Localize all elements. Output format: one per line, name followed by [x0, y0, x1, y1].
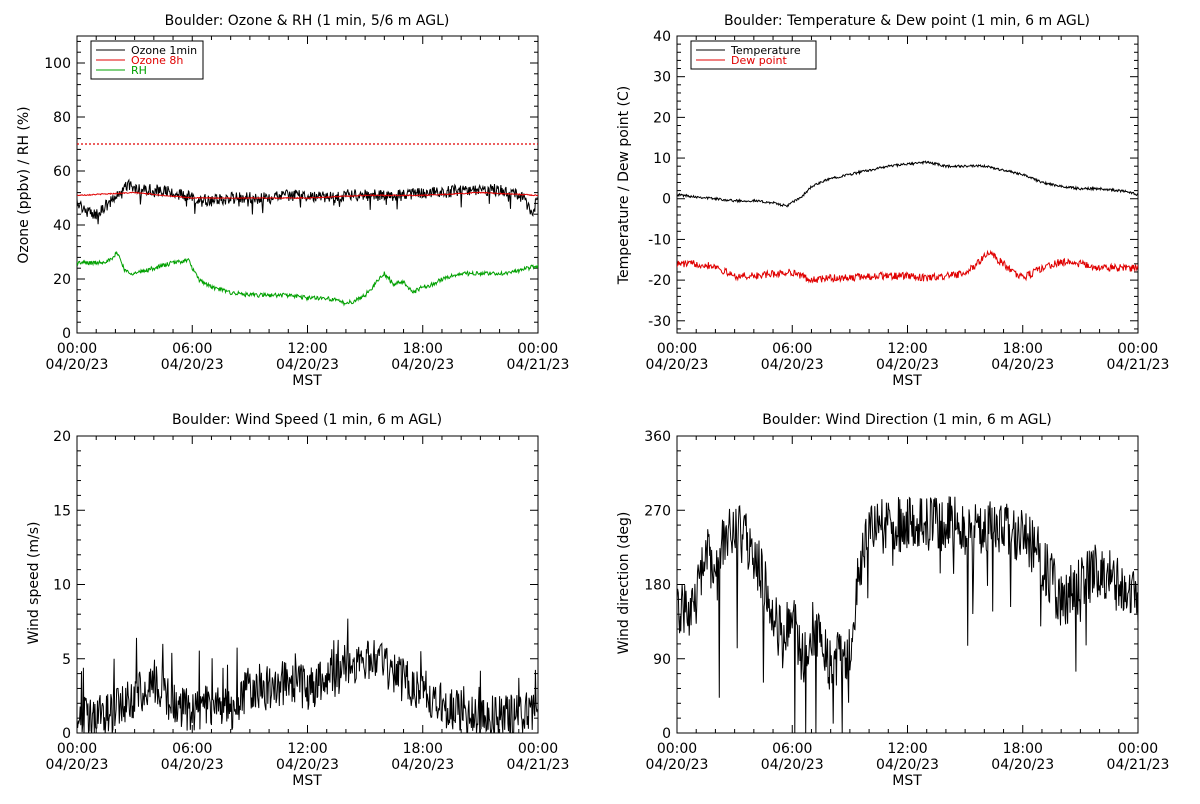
- temperature-dewpoint-x-tick-time: 18:00: [1003, 341, 1043, 357]
- ozone-rh-y-tick-label: 20: [53, 272, 71, 288]
- ozone-rh-legend-label: Ozone 8h: [131, 54, 183, 67]
- ozone-rh-y-tick-label: 0: [62, 326, 71, 342]
- wind-speed-y-axis-label: Wind speed (m/s): [26, 522, 42, 645]
- wind-speed-x-tick-time: 18:00: [403, 741, 443, 757]
- ozone-rh-x-axis-label: MST: [292, 373, 322, 389]
- wind-direction-panel: Boulder: Wind Direction (1 min, 6 m AGL)…: [616, 412, 1169, 789]
- temperature-dewpoint-legend-label: Dew point: [731, 54, 787, 67]
- wind-direction-x-tick-time: 06:00: [772, 741, 812, 757]
- wind-direction-y-tick-label: 270: [644, 503, 671, 519]
- wind-speed-x-tick-time: 00:00: [57, 741, 97, 757]
- temperature-dewpoint-y-tick-label: -10: [648, 232, 671, 248]
- wind-speed-y-tick-label: 10: [53, 578, 71, 594]
- temperature-dewpoint-y-tick-label: -20: [648, 273, 671, 289]
- wind-direction-x-tick-time: 00:00: [657, 741, 697, 757]
- wind-direction-x-tick-time: 00:00: [1118, 741, 1158, 757]
- temperature-dewpoint-x-tick-date: 04/20/23: [646, 357, 709, 373]
- ozone-rh-y-axis-label: Ozone (ppbv) / RH (%): [16, 106, 32, 263]
- wind-direction-x-tick-time: 12:00: [887, 741, 927, 757]
- wind-speed-x-tick-time: 12:00: [287, 741, 327, 757]
- temperature-dewpoint-x-tick-time: 00:00: [1118, 341, 1158, 357]
- ozone-rh-series-rh: [77, 250, 538, 307]
- ozone-rh-x-tick-time: 00:00: [518, 341, 558, 357]
- wind-speed-y-tick-label: 0: [62, 726, 71, 742]
- ozone-rh-x-tick-date: 04/20/23: [391, 357, 454, 373]
- wind-direction-series-trace: [677, 496, 1138, 733]
- ozone-rh-panel: Boulder: Ozone & RH (1 min, 5/6 m AGL) O…: [16, 13, 569, 389]
- temperature-dewpoint-title: Boulder: Temperature & Dew point (1 min,…: [724, 13, 1090, 29]
- ozone-rh-x-tick-time: 00:00: [57, 341, 97, 357]
- wind-direction-x-tick-time: 18:00: [1003, 741, 1043, 757]
- ozone-rh-y-tick-label: 60: [53, 164, 71, 180]
- wind-direction-y-axis-label: Wind direction (deg): [616, 512, 632, 655]
- temperature-dewpoint-plot-frame: [676, 35, 1139, 334]
- ozone-rh-y-tick-label: 80: [53, 110, 71, 126]
- temperature-dewpoint-panel: Boulder: Temperature & Dew point (1 min,…: [616, 13, 1169, 389]
- wind-speed-x-tick-time: 06:00: [172, 741, 212, 757]
- ozone-rh-series-ozone-8h: [77, 191, 538, 200]
- ozone-rh-legend-label: RH: [131, 64, 147, 77]
- temperature-dewpoint-y-tick-label: 0: [662, 192, 671, 208]
- wind-speed-x-tick-date: 04/20/23: [391, 757, 454, 773]
- temperature-dewpoint-series-temperature: [677, 160, 1138, 208]
- ozone-rh-x-tick-date: 04/20/23: [276, 357, 339, 373]
- wind-speed-x-tick-date: 04/20/23: [276, 757, 339, 773]
- temperature-dewpoint-y-tick-label: 40: [653, 29, 671, 45]
- ozone-rh-x-tick-time: 06:00: [172, 341, 212, 357]
- ozone-rh-y-tick-label: 100: [44, 56, 71, 72]
- wind-direction-x-tick-date: 04/21/23: [1107, 757, 1170, 773]
- temperature-dewpoint-y-tick-label: 20: [653, 110, 671, 126]
- wind-speed-x-tick-date: 04/20/23: [161, 757, 224, 773]
- ozone-rh-title: Boulder: Ozone & RH (1 min, 5/6 m AGL): [165, 13, 450, 29]
- ozone-rh-x-tick-time: 12:00: [287, 341, 327, 357]
- temperature-dewpoint-y-tick-label: 30: [653, 70, 671, 86]
- wind-direction-x-tick-date: 04/20/23: [876, 757, 939, 773]
- temperature-dewpoint-x-tick-date: 04/20/23: [991, 357, 1054, 373]
- temperature-dewpoint-x-axis-label: MST: [892, 373, 922, 389]
- wind-speed-y-tick-label: 5: [62, 652, 71, 668]
- wind-speed-x-tick-date: 04/20/23: [46, 757, 109, 773]
- wind-speed-x-tick-time: 00:00: [518, 741, 558, 757]
- temperature-dewpoint-series-dew-point: [677, 249, 1138, 284]
- wind-direction-y-tick-label: 0: [662, 726, 671, 742]
- wind-speed-y-tick-label: 20: [53, 429, 71, 445]
- wind-speed-panel: Boulder: Wind Speed (1 min, 6 m AGL) Win…: [26, 412, 569, 789]
- temperature-dewpoint-y-axis-label: Temperature / Dew point (C): [616, 86, 632, 285]
- ozone-rh-plot-frame: [76, 35, 539, 334]
- ozone-rh-x-tick-time: 18:00: [403, 341, 443, 357]
- wind-direction-y-tick-label: 180: [644, 578, 671, 594]
- wind-speed-x-tick-date: 04/21/23: [507, 757, 570, 773]
- temperature-dewpoint-legend: [690, 40, 817, 70]
- ozone-rh-x-tick-date: 04/21/23: [507, 357, 570, 373]
- ozone-rh-x-tick-date: 04/20/23: [46, 357, 109, 373]
- ozone-rh-y-tick-label: 40: [53, 218, 71, 234]
- wind-speed-series-trace: [77, 618, 538, 733]
- wind-speed-y-tick-label: 15: [53, 503, 71, 519]
- temperature-dewpoint-x-tick-time: 00:00: [657, 341, 697, 357]
- wind-direction-y-tick-label: 360: [644, 429, 671, 445]
- temperature-dewpoint-x-tick-time: 06:00: [772, 341, 812, 357]
- wind-direction-y-tick-label: 90: [653, 652, 671, 668]
- ozone-rh-series-ozone-1min: [77, 178, 538, 225]
- wind-speed-x-axis-label: MST: [292, 773, 322, 789]
- wind-speed-title: Boulder: Wind Speed (1 min, 6 m AGL): [172, 412, 442, 428]
- temperature-dewpoint-legend-label: Temperature: [730, 44, 801, 57]
- ozone-rh-legend-label: Ozone 1min: [131, 44, 197, 57]
- temperature-dewpoint-y-tick-label: -30: [648, 314, 671, 330]
- ozone-rh-x-tick-date: 04/20/23: [161, 357, 224, 373]
- wind-direction-x-tick-date: 04/20/23: [646, 757, 709, 773]
- temperature-dewpoint-x-tick-date: 04/20/23: [761, 357, 824, 373]
- temperature-dewpoint-y-tick-label: 10: [653, 151, 671, 167]
- temperature-dewpoint-x-tick-date: 04/21/23: [1107, 357, 1170, 373]
- temperature-dewpoint-x-tick-time: 12:00: [887, 341, 927, 357]
- wind-direction-title: Boulder: Wind Direction (1 min, 6 m AGL): [762, 412, 1051, 428]
- wind-direction-x-tick-date: 04/20/23: [991, 757, 1054, 773]
- wind-direction-x-axis-label: MST: [892, 773, 922, 789]
- temperature-dewpoint-x-tick-date: 04/20/23: [876, 357, 939, 373]
- wind-direction-x-tick-date: 04/20/23: [761, 757, 824, 773]
